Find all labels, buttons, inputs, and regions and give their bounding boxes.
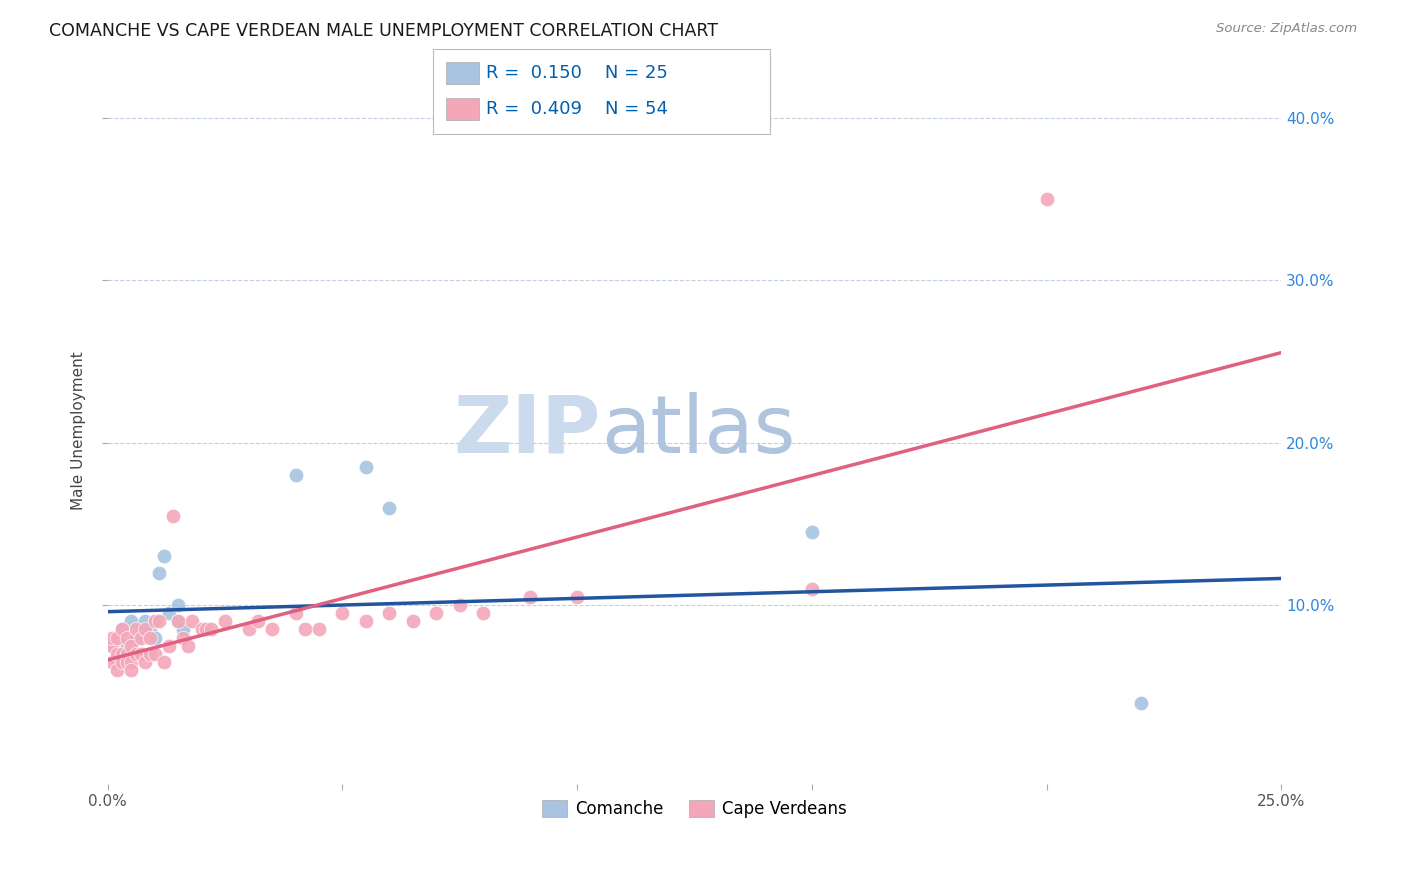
Point: [238, 623, 260, 637]
Point: [143, 647, 166, 661]
Point: [129, 623, 152, 637]
Point: [125, 623, 148, 637]
Legend: Comanche, Cape Verdeans: Comanche, Cape Verdeans: [536, 793, 853, 825]
Text: R =  0.150    N = 25: R = 0.150 N = 25: [486, 64, 668, 82]
Point: [332, 606, 354, 620]
Point: [246, 615, 269, 629]
Point: [567, 590, 589, 604]
Point: [120, 615, 142, 629]
Point: [139, 647, 162, 661]
Point: [120, 639, 142, 653]
Point: [294, 623, 316, 637]
Point: [148, 566, 170, 580]
Point: [129, 647, 152, 661]
Point: [105, 631, 128, 645]
Text: atlas: atlas: [600, 392, 794, 469]
Point: [120, 639, 142, 653]
Point: [1035, 192, 1057, 206]
Point: [134, 623, 156, 637]
Y-axis label: Male Unemployment: Male Unemployment: [72, 351, 86, 510]
Point: [134, 615, 156, 629]
Point: [143, 615, 166, 629]
Point: [308, 623, 330, 637]
Text: R =  0.409    N = 54: R = 0.409 N = 54: [486, 100, 668, 118]
Point: [354, 615, 377, 629]
Point: [139, 623, 162, 637]
Point: [120, 663, 142, 677]
Point: [449, 598, 471, 612]
Point: [402, 615, 425, 629]
Point: [153, 549, 176, 564]
Point: [167, 615, 190, 629]
Text: COMANCHE VS CAPE VERDEAN MALE UNEMPLOYMENT CORRELATION CHART: COMANCHE VS CAPE VERDEAN MALE UNEMPLOYME…: [49, 22, 718, 40]
Point: [115, 655, 138, 669]
Point: [105, 647, 128, 661]
Point: [157, 606, 180, 620]
Point: [214, 615, 236, 629]
Point: [472, 606, 495, 620]
Point: [176, 639, 198, 653]
Point: [519, 590, 541, 604]
Point: [800, 524, 823, 539]
Point: [105, 663, 128, 677]
Point: [111, 623, 134, 637]
Point: [262, 623, 284, 637]
Point: [172, 631, 194, 645]
Point: [378, 606, 401, 620]
Point: [105, 631, 128, 645]
Point: [105, 655, 128, 669]
Point: [111, 655, 134, 669]
Point: [139, 631, 162, 645]
Text: Source: ZipAtlas.com: Source: ZipAtlas.com: [1216, 22, 1357, 36]
Point: [378, 500, 401, 515]
Point: [115, 639, 138, 653]
Point: [284, 468, 307, 483]
Point: [800, 582, 823, 596]
Point: [190, 623, 212, 637]
Point: [101, 639, 124, 653]
Point: [115, 631, 138, 645]
Point: [354, 460, 377, 475]
Point: [101, 639, 124, 653]
Point: [101, 655, 124, 669]
Point: [111, 647, 134, 661]
Point: [125, 631, 148, 645]
Point: [115, 647, 138, 661]
Point: [134, 655, 156, 669]
Point: [143, 631, 166, 645]
Point: [284, 606, 307, 620]
Point: [181, 615, 204, 629]
Point: [101, 631, 124, 645]
Point: [172, 623, 194, 637]
Point: [125, 647, 148, 661]
Point: [1129, 696, 1152, 710]
Point: [167, 615, 190, 629]
Point: [120, 655, 142, 669]
Point: [162, 508, 184, 523]
Point: [111, 623, 134, 637]
Point: [111, 647, 134, 661]
Point: [153, 655, 176, 669]
Point: [195, 623, 218, 637]
Point: [167, 598, 190, 612]
Point: [148, 615, 170, 629]
Point: [425, 606, 447, 620]
Point: [143, 615, 166, 629]
Text: ZIP: ZIP: [454, 392, 600, 469]
Point: [129, 631, 152, 645]
Point: [157, 639, 180, 653]
Point: [200, 623, 222, 637]
